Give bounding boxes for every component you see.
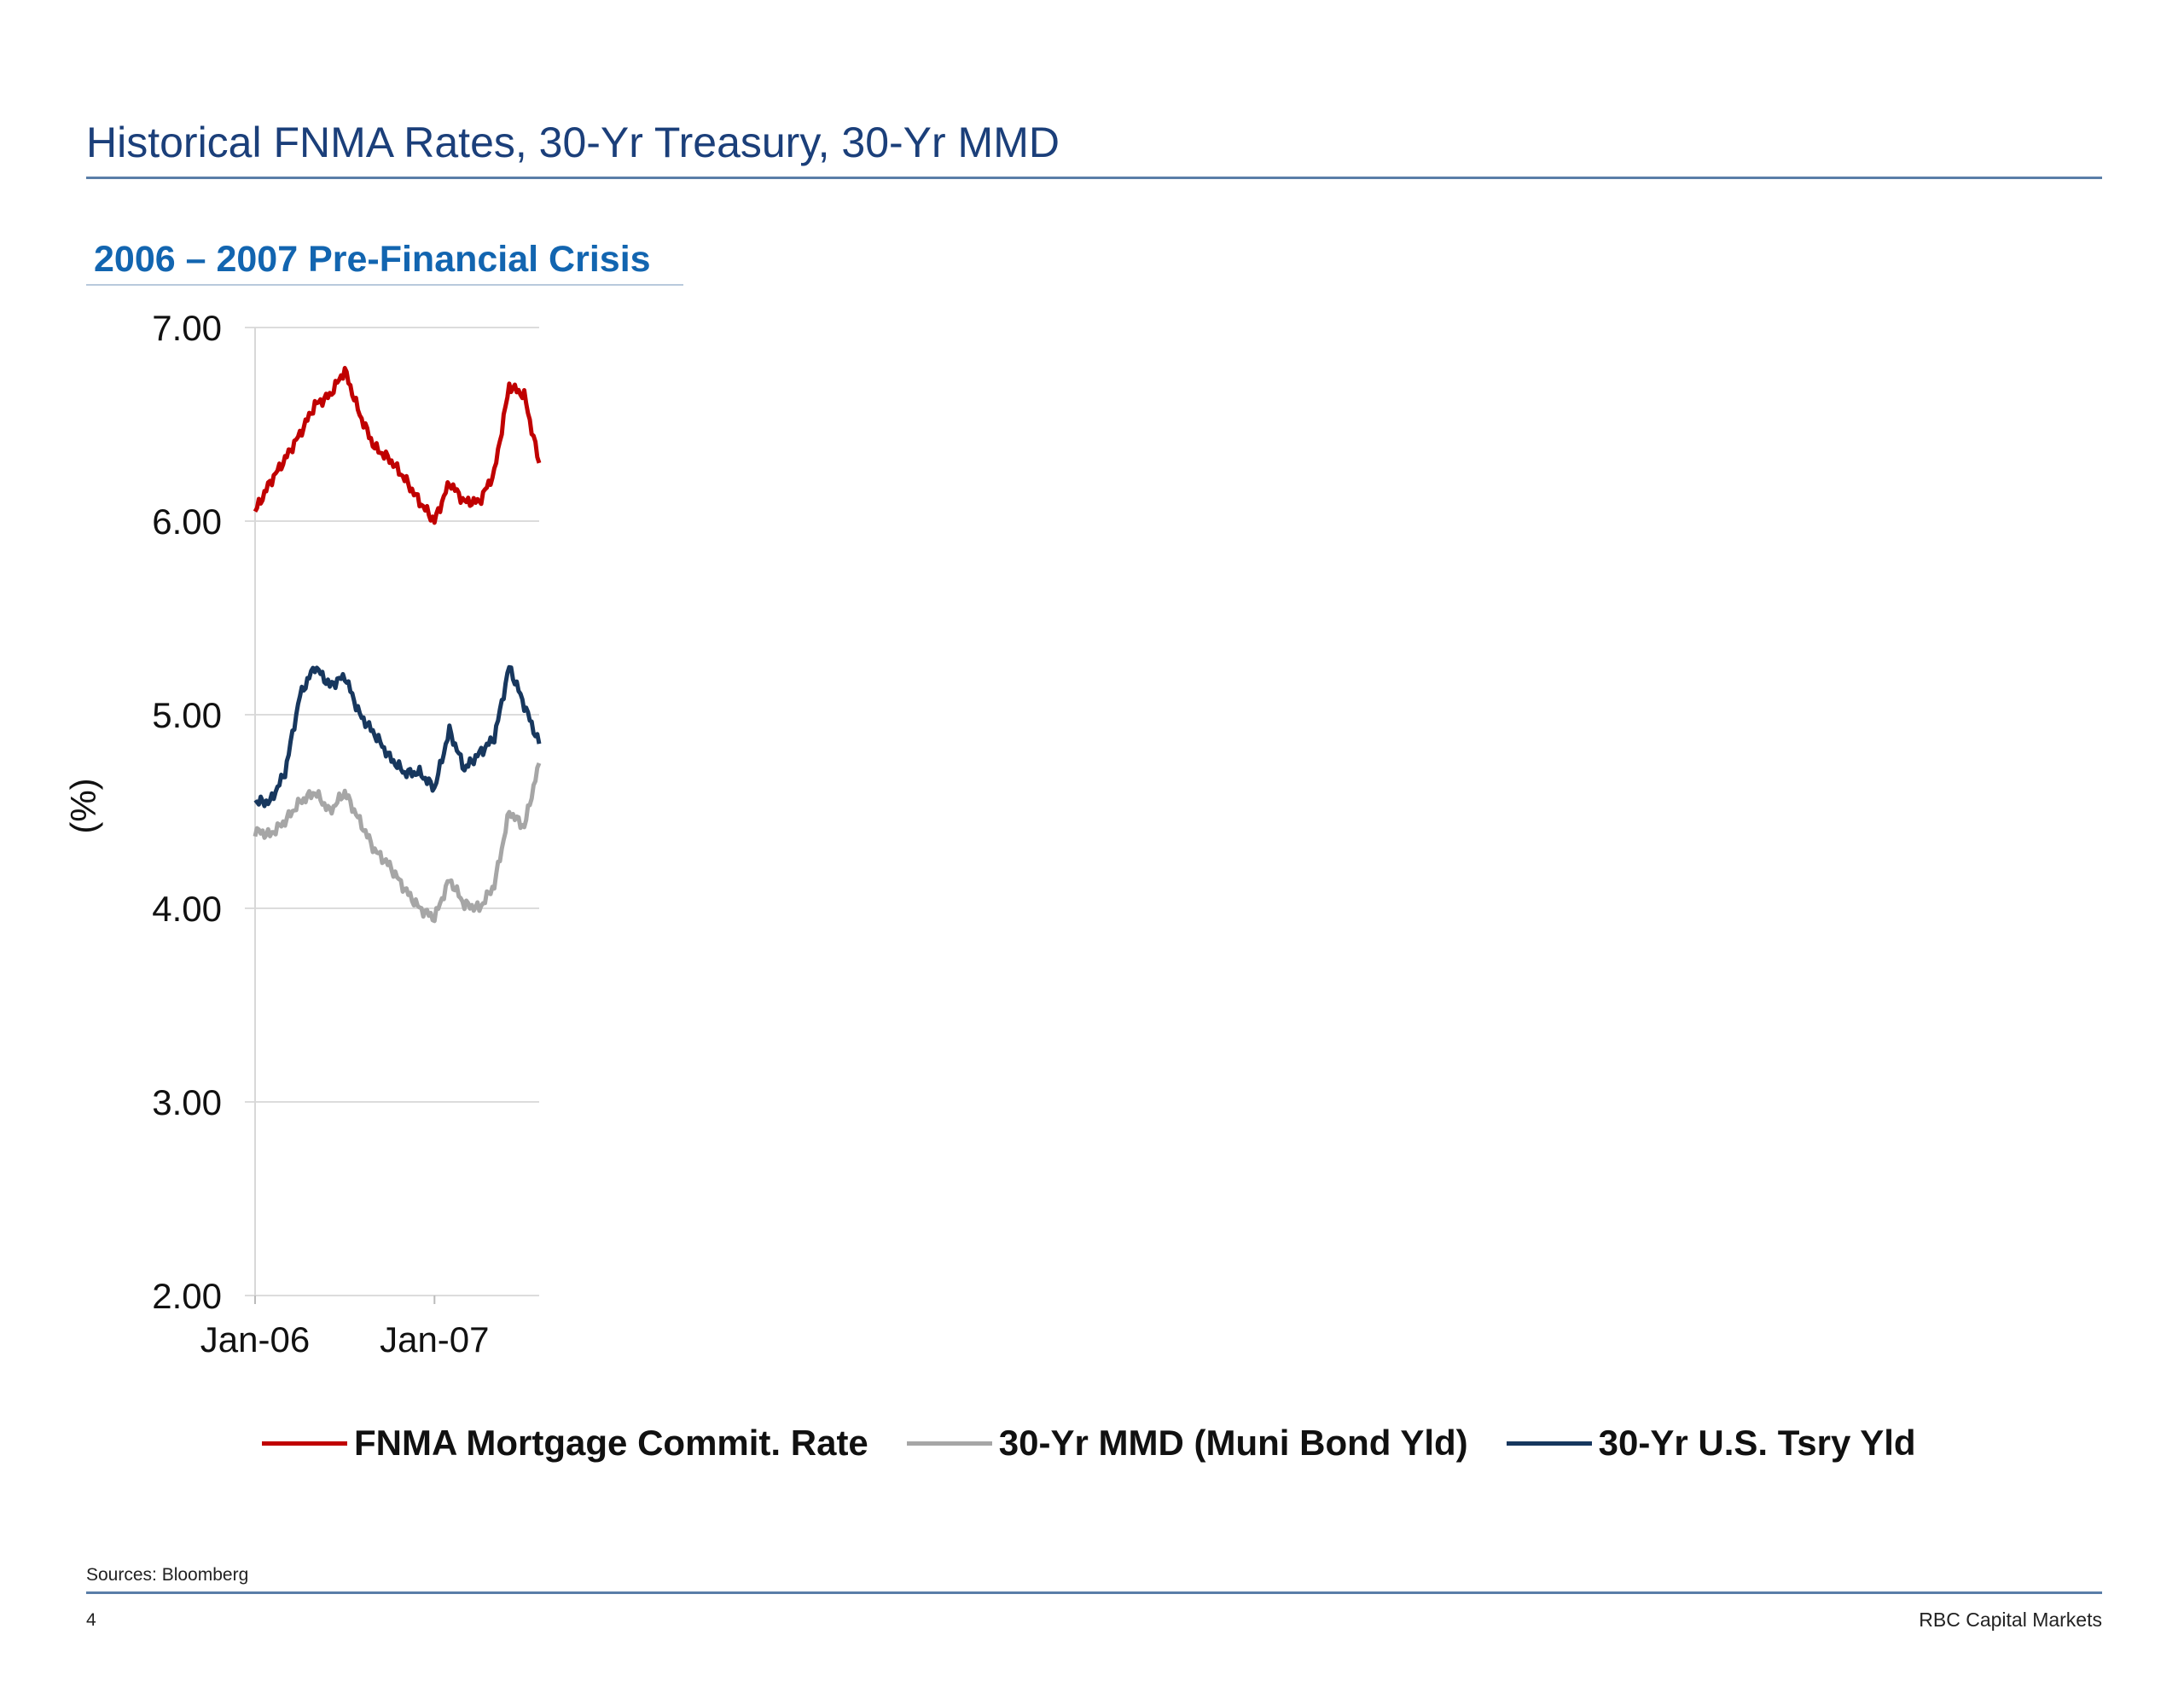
legend-label-mmd: 30-Yr MMD (Muni Bond Yld) <box>998 1423 1468 1463</box>
title-divider <box>86 177 2102 179</box>
legend-label-tsry: 30-Yr U.S. Tsry Yld <box>1598 1423 1916 1463</box>
x-tick-label: Jan-07 <box>380 1319 489 1359</box>
footer-divider <box>86 1591 2102 1594</box>
series-lines <box>253 366 542 924</box>
legend-swatch-fnma <box>262 1441 347 1446</box>
y-tick-label: 7.00 <box>152 308 222 348</box>
y-tick-label: 2.00 <box>152 1276 222 1316</box>
y-axis-label: (%) <box>63 778 103 833</box>
subtitle-underline <box>86 284 683 286</box>
chart-legend: FNMA Mortgage Commit. Rate 30-Yr MMD (Mu… <box>262 1417 1916 1469</box>
line-chart: 7.00 6.00 5.00 4.00 3.00 2.00 Jan-06 Jan-07 (%… <box>63 308 542 1359</box>
brand-name: RBC Capital Markets <box>1919 1609 2102 1631</box>
series-line-30-yr-u-s-tsry-yld <box>253 664 542 809</box>
gridlines <box>245 327 539 1296</box>
y-axis-ticks: 7.00 6.00 5.00 4.00 3.00 2.00 <box>152 308 222 1316</box>
legend-label-fnma: FNMA Mortgage Commit. Rate <box>354 1423 868 1463</box>
sources-note: Sources: Bloomberg <box>86 1565 249 1585</box>
y-tick-label: 3.00 <box>152 1082 222 1122</box>
page-number: 4 <box>86 1610 96 1630</box>
page-title: Historical FNMA Rates, 30-Yr Treasury, 3… <box>86 119 1060 166</box>
y-tick-label: 6.00 <box>152 501 222 542</box>
legend-swatch-tsry <box>1506 1441 1592 1446</box>
y-tick-label: 5.00 <box>152 695 222 735</box>
y-tick-label: 4.00 <box>152 889 222 929</box>
legend-item-mmd: 30-Yr MMD (Muni Bond Yld) <box>906 1423 1468 1464</box>
x-axis-ticks: Jan-06 Jan-07 <box>200 1296 490 1359</box>
legend-swatch-mmd <box>906 1441 992 1446</box>
legend-item-fnma: FNMA Mortgage Commit. Rate <box>262 1423 868 1464</box>
chart-subtitle: 2006 – 2007 Pre-Financial Crisis <box>94 239 651 280</box>
x-tick-label: Jan-06 <box>200 1319 310 1359</box>
series-line-30-yr-mmd-muni-bond-yld <box>253 762 542 924</box>
legend-item-tsry: 30-Yr U.S. Tsry Yld <box>1506 1423 1916 1464</box>
series-line-fnma-mortgage-commit-rate <box>253 366 542 525</box>
